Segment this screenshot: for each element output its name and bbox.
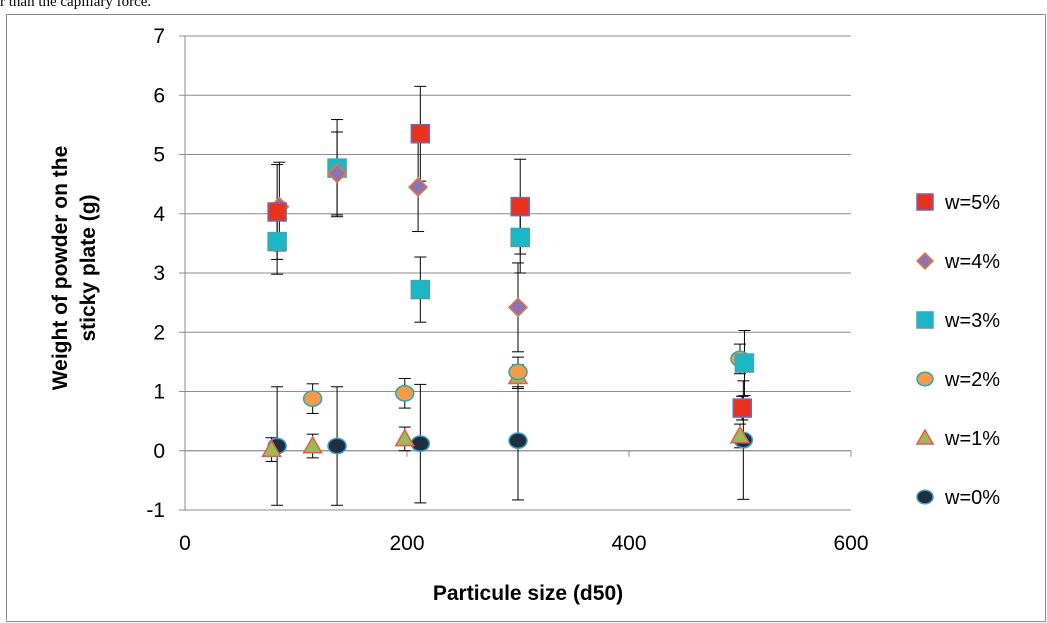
data-point <box>261 439 282 458</box>
data-point <box>302 390 323 408</box>
data-point <box>508 363 528 381</box>
data-point <box>267 202 287 222</box>
tick-labels: -1 0 1 2 3 4 5 6 7 0 200 400 600 <box>146 25 868 555</box>
legend-label: w=4% <box>944 251 1000 273</box>
data-point <box>302 435 323 454</box>
x-axis-title: Particule size (d50) <box>433 582 623 605</box>
x-tick-label: 400 <box>611 532 646 555</box>
data-point <box>394 428 416 447</box>
legend-marker <box>915 428 935 445</box>
y-tick-label: 0 <box>153 440 165 463</box>
y-tick-label: 1 <box>153 381 165 404</box>
data-point <box>267 231 287 252</box>
legend-label: w=3% <box>944 310 1000 332</box>
data-point <box>327 163 348 184</box>
x-tick-label: 0 <box>179 532 191 555</box>
data-point <box>729 425 751 444</box>
legend-marker <box>916 311 934 329</box>
data-point <box>327 437 347 455</box>
y-tick-label: 4 <box>153 203 165 226</box>
x-tick-label: 200 <box>389 532 424 555</box>
y-axis-title-line-2: sticky plate (g) <box>77 194 100 341</box>
y-tick-label: 3 <box>153 262 165 285</box>
y-tick-label: 6 <box>153 84 165 107</box>
legend-label: w=2% <box>944 369 1000 391</box>
y-tick-label: 2 <box>153 321 165 344</box>
data-points <box>261 124 755 458</box>
data-point <box>410 124 431 144</box>
legend-marker <box>916 489 934 505</box>
data-point <box>732 398 752 418</box>
scatter-chart: -1 0 1 2 3 4 5 6 7 0 200 400 600 Particule size (d50… <box>49 25 1000 605</box>
y-tick-label: 5 <box>153 144 165 167</box>
data-point <box>508 432 528 450</box>
legend-marker <box>916 371 934 387</box>
legend-marker <box>916 193 934 211</box>
legend-marker <box>915 251 935 271</box>
legend: w=5% w=4% w=3% w=2% w=1% w=0% <box>915 192 1000 509</box>
data-point <box>510 196 530 217</box>
y-axis-title-line-1: Weight of powder on the <box>49 146 72 391</box>
legend-label: w=5% <box>944 192 1000 214</box>
data-point <box>395 384 415 402</box>
legend-label: w=0% <box>944 487 1000 509</box>
x-tick-label: 600 <box>833 532 868 555</box>
data-point <box>410 279 431 300</box>
data-point <box>734 353 755 373</box>
y-tick-label: 7 <box>153 25 165 48</box>
data-point <box>510 227 530 248</box>
chart-frame: -1 0 1 2 3 4 5 6 7 0 200 400 600 Particule size (d50… <box>6 14 1046 622</box>
data-point <box>408 177 429 198</box>
data-point <box>410 435 431 453</box>
data-point <box>507 297 529 318</box>
legend-label: w=1% <box>944 428 1000 450</box>
y-tick-label: -1 <box>146 499 165 522</box>
body-text-fragment: r than the capillary force. <box>0 0 152 10</box>
